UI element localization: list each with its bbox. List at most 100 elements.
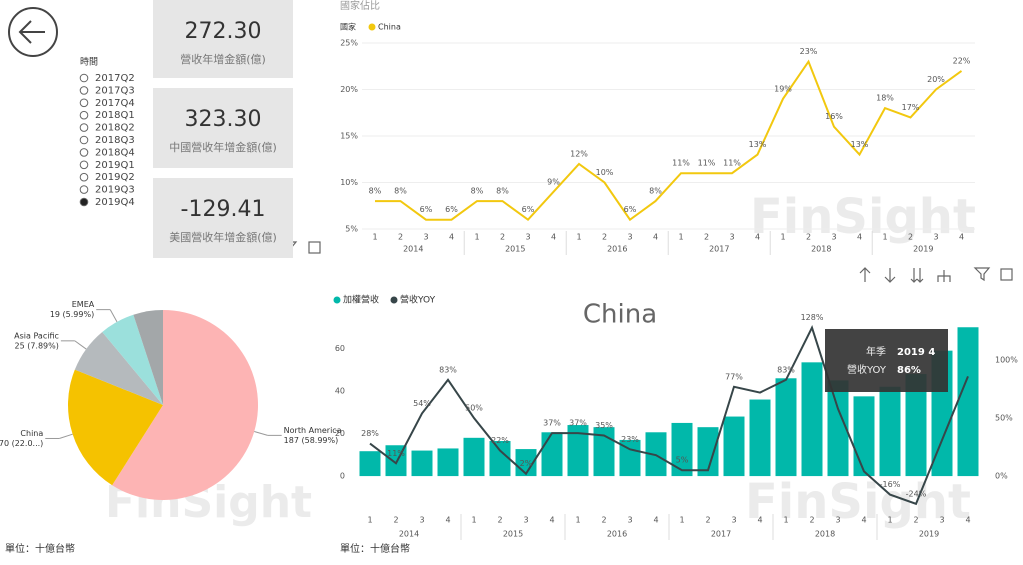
data-label: 8% (649, 187, 662, 196)
data-label: 12% (570, 149, 588, 158)
back-arrow (18, 20, 45, 44)
y-tick-label: 40 (335, 387, 345, 396)
focus-icon[interactable] (1000, 268, 1013, 281)
data-label: 8% (471, 187, 484, 196)
x-tick-label: 1 (882, 233, 887, 242)
slicer-option: 2018Q4 (95, 147, 135, 158)
slicer-radio[interactable] (79, 197, 89, 207)
legend-swatch (390, 296, 398, 304)
filter-icon[interactable] (973, 267, 991, 282)
focus-icon[interactable] (308, 241, 321, 254)
y-tick-label: 20 (335, 429, 345, 438)
chart-title: 國家佔比 (340, 0, 380, 12)
bar (775, 378, 797, 477)
x-group-label: 2018 (811, 245, 831, 254)
x-tick-label: 4 (445, 516, 450, 525)
visual-icons (280, 241, 1013, 283)
data-label: 5% (676, 456, 689, 465)
slicer-radio[interactable] (79, 73, 89, 83)
pie-label: Asia Pacific (14, 331, 59, 340)
slicer-radio[interactable] (79, 148, 89, 157)
hierarchy-icon[interactable] (937, 270, 951, 282)
pie-slice (102, 314, 163, 405)
slicer-title: 時間 (80, 57, 98, 68)
unit-note: 單位：十億台幣 (340, 542, 410, 555)
bar (359, 451, 381, 477)
x-tick-label: 2 (704, 233, 709, 242)
x-tick-label: 3 (729, 233, 734, 242)
data-label: 6% (522, 205, 535, 214)
tooltip-value: 2019 4 (897, 347, 935, 358)
x-tick-label: 3 (835, 516, 840, 525)
slicer-radio[interactable] (79, 185, 89, 194)
back-button[interactable] (8, 7, 58, 57)
slicer-radio[interactable] (79, 110, 89, 120)
x-tick-label: 4 (653, 233, 658, 242)
x-group-label: 2019 (913, 245, 933, 254)
data-label: 28% (361, 429, 379, 438)
data-label: -24% (906, 489, 927, 498)
unit-note: 單位：十億台幣 (5, 542, 75, 555)
x-tick-label: 2 (398, 233, 403, 242)
expand-icon[interactable] (910, 268, 924, 283)
bar (541, 432, 563, 477)
data-label: 22% (491, 436, 509, 445)
slicer-radio[interactable] (79, 86, 89, 95)
legend-label: 營收YOY (400, 294, 436, 306)
y-tick-label: 25% (340, 39, 358, 48)
legend-label: China (378, 23, 401, 32)
data-label: 11% (698, 159, 716, 168)
data-label: 35% (595, 421, 613, 430)
data-label: 6% (445, 205, 458, 214)
x-tick-label: 3 (731, 516, 736, 525)
bar (593, 427, 615, 477)
slicer-radio[interactable] (79, 123, 89, 132)
data-label: 20% (927, 75, 945, 84)
x-group-label: 2019 (919, 530, 939, 539)
x-tick-label: 3 (627, 516, 632, 525)
pie-slice (67, 369, 163, 486)
bar (489, 441, 511, 477)
x-tick-label: 3 (831, 233, 836, 242)
x-tick-label: 3 (933, 233, 938, 242)
x-tick-label: 4 (551, 233, 556, 242)
x-tick-label: 1 (575, 516, 580, 525)
slicer-option: 2019Q1 (95, 160, 135, 171)
x-tick-label: 3 (419, 516, 424, 525)
tooltip (825, 329, 948, 392)
drill-down-icon[interactable] (884, 268, 896, 283)
y2-tick-label: 50% (995, 414, 1013, 423)
pie-label: EMEA (72, 300, 95, 309)
x-group-label: 2017 (711, 530, 731, 539)
bar (957, 327, 979, 477)
bar (671, 422, 693, 477)
x-tick-label: 1 (783, 516, 788, 525)
x-tick-label: 4 (755, 233, 760, 242)
x-tick-label: 3 (939, 516, 944, 525)
tooltip-key: 年季 (866, 345, 886, 358)
x-tick-label: 1 (576, 233, 581, 242)
data-label: 54% (413, 399, 431, 408)
x-tick-label: 1 (780, 233, 785, 242)
slicer-radio[interactable] (79, 98, 89, 108)
x-tick-label: 3 (423, 233, 428, 242)
slicer-radio[interactable] (79, 135, 89, 145)
drill-up-icon[interactable] (859, 267, 871, 282)
slicer-radio[interactable] (79, 172, 89, 182)
data-label: -16% (880, 480, 901, 489)
data-label: 8% (496, 187, 509, 196)
kpi-label: 營收年增金額(億) (180, 52, 266, 66)
bar (827, 380, 849, 477)
line-series (375, 59, 963, 222)
x-tick-label: 2 (913, 516, 918, 525)
x-tick-label: 2 (809, 516, 814, 525)
bar (723, 416, 745, 477)
x-tick-label: 2 (393, 516, 398, 525)
slicer-radio[interactable] (79, 160, 89, 170)
pie-slice (133, 310, 163, 405)
data-label: 37% (543, 419, 561, 428)
pie-value-label: 19 (5.99%) (50, 310, 94, 319)
x-tick-label: 1 (679, 516, 684, 525)
slicer-option: 2017Q3 (95, 85, 135, 96)
data-label: 37% (569, 419, 587, 428)
